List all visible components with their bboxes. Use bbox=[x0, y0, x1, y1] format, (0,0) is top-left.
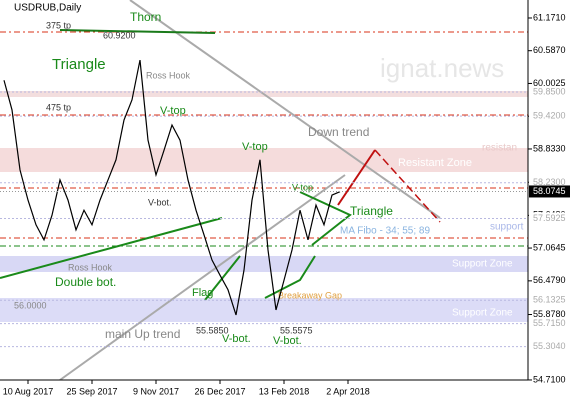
annotation: 375 tp bbox=[46, 20, 71, 30]
annotation: V-top bbox=[160, 105, 186, 117]
chart-title: USDRUB,Daily bbox=[14, 3, 81, 14]
flag-line bbox=[204, 255, 241, 301]
triangle-line bbox=[0, 217, 223, 279]
y-tick-label: 61.1710 bbox=[533, 12, 566, 22]
flag-line bbox=[264, 255, 316, 299]
y-tick-label: 58.8330 bbox=[533, 143, 566, 153]
current-price-box bbox=[529, 185, 570, 198]
annotation: 475 tp bbox=[46, 102, 71, 112]
annotation: Support Zone bbox=[452, 259, 513, 270]
y-tick-label: 55.8780 bbox=[533, 309, 566, 319]
level-label: 56.1325 bbox=[533, 295, 566, 305]
x-tick-label: 13 Feb 2018 bbox=[259, 386, 310, 396]
x-tick-label: 2 Apr 2018 bbox=[326, 386, 370, 396]
level-label-bg bbox=[529, 317, 570, 330]
price-line bbox=[3, 59, 341, 316]
annotation: support bbox=[490, 222, 524, 233]
level-label-bg bbox=[529, 85, 570, 98]
annotation: Triangle bbox=[52, 56, 106, 73]
annotation: Ross Hook bbox=[146, 70, 191, 80]
x-tick-label: 26 Dec 2017 bbox=[194, 386, 245, 396]
level-label: 57.5925 bbox=[533, 213, 566, 223]
axis-bg bbox=[528, 0, 570, 400]
annotation: V-bot. bbox=[222, 333, 251, 345]
y-tick-label: 54.7100 bbox=[533, 374, 566, 384]
y-tick-label: 56.4790 bbox=[533, 275, 566, 285]
title-bg bbox=[0, 0, 90, 16]
level-label-bg bbox=[529, 294, 570, 307]
level-label-bg bbox=[529, 340, 570, 353]
annotation: Support Zone bbox=[452, 308, 513, 319]
level-label-bg bbox=[529, 212, 570, 225]
annotation: Ross Hook bbox=[68, 262, 113, 272]
level-label: 55.7150 bbox=[533, 318, 566, 328]
level-label-bg bbox=[529, 110, 570, 123]
annotation: 60.9200 bbox=[103, 30, 136, 40]
annotation: 55.5575 bbox=[280, 325, 313, 335]
current-price-label: 58.0745 bbox=[533, 186, 566, 196]
annotation: resistan bbox=[482, 143, 517, 154]
level-label: 59.8500 bbox=[533, 86, 566, 96]
annotation: V-top bbox=[242, 141, 268, 153]
annotation: MA Fibo - 34; 55; 89 bbox=[340, 226, 430, 237]
support-zone bbox=[0, 256, 528, 272]
y-tick-label: 57.0645 bbox=[533, 242, 566, 252]
annotation: 55.5850 bbox=[196, 325, 229, 335]
axis-bg bbox=[0, 380, 570, 400]
annotation: V-top bbox=[292, 182, 313, 192]
annotation: 56.0000 bbox=[14, 300, 47, 310]
x-tick-label: 9 Nov 2017 bbox=[133, 386, 179, 396]
annotation: Thorn bbox=[130, 10, 161, 24]
watermark: ignat.news bbox=[380, 53, 504, 83]
level-label: 58.2300 bbox=[533, 177, 566, 187]
annotation: V-bot. bbox=[148, 197, 172, 207]
annotation: Flag bbox=[192, 287, 213, 299]
resistant-zone bbox=[0, 148, 528, 172]
forecast-line bbox=[337, 149, 376, 206]
annotation: Down trend bbox=[308, 125, 369, 139]
support-zone bbox=[0, 298, 528, 322]
thorn-line bbox=[59, 29, 216, 34]
annotation: V-bot. bbox=[273, 335, 302, 347]
level-label: 59.4200 bbox=[533, 110, 566, 120]
annotation: Resistant Zone bbox=[398, 157, 472, 169]
x-tick-label: 25 Sep 2017 bbox=[66, 386, 117, 396]
annotation: Triangle bbox=[350, 204, 393, 218]
annotation: Breakaway Gap bbox=[278, 290, 342, 300]
triangle-line bbox=[299, 191, 352, 246]
down-trend-line bbox=[129, 0, 441, 219]
x-tick-label: 10 Aug 2017 bbox=[3, 386, 54, 396]
up-trend-line bbox=[59, 174, 346, 381]
level-label: 55.3040 bbox=[533, 341, 566, 351]
annotation: main Up trend bbox=[105, 327, 180, 341]
y-tick-label: 60.5870 bbox=[533, 45, 566, 55]
forecast-line bbox=[374, 149, 441, 223]
annotation: Double bot. bbox=[55, 275, 116, 289]
y-tick-label: 60.0025 bbox=[533, 78, 566, 88]
